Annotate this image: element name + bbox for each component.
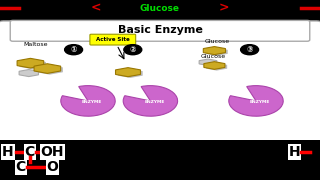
Polygon shape [116, 68, 140, 77]
Text: ①: ① [70, 45, 77, 54]
Text: Active Site: Active Site [96, 37, 130, 42]
Wedge shape [123, 86, 178, 116]
Text: C: C [16, 160, 26, 174]
Text: Basic Enzyme: Basic Enzyme [117, 25, 203, 35]
Text: OH: OH [40, 145, 64, 159]
Polygon shape [19, 60, 46, 69]
Circle shape [65, 45, 83, 55]
Text: Glucose: Glucose [200, 54, 225, 59]
Text: >: > [219, 2, 229, 15]
Text: ENZYME: ENZYME [144, 100, 165, 104]
Circle shape [241, 45, 259, 55]
Text: ②: ② [130, 45, 136, 54]
Text: C: C [25, 145, 35, 159]
FancyBboxPatch shape [90, 34, 136, 45]
Text: <: < [91, 2, 101, 15]
FancyBboxPatch shape [10, 20, 310, 41]
Text: ENZYME: ENZYME [250, 100, 270, 104]
Polygon shape [203, 47, 226, 55]
Wedge shape [61, 86, 115, 116]
Polygon shape [19, 69, 38, 76]
Circle shape [124, 45, 142, 55]
Text: O: O [46, 160, 58, 174]
Polygon shape [34, 64, 61, 73]
Polygon shape [206, 63, 227, 71]
Text: ENZYME: ENZYME [82, 100, 102, 104]
Polygon shape [36, 65, 63, 75]
Wedge shape [229, 86, 283, 116]
Polygon shape [204, 62, 225, 69]
Text: H: H [2, 145, 14, 159]
FancyBboxPatch shape [0, 21, 320, 143]
Bar [0, 0, 320, 24]
Bar [0, 140, 320, 180]
Text: Glucose: Glucose [140, 4, 180, 13]
Polygon shape [199, 59, 217, 66]
Polygon shape [118, 69, 143, 78]
Text: ③: ③ [246, 45, 253, 54]
Polygon shape [17, 58, 44, 68]
Text: H: H [289, 145, 300, 159]
Text: Maltose: Maltose [23, 42, 47, 47]
Text: Glucose: Glucose [205, 39, 230, 44]
Polygon shape [205, 48, 228, 56]
